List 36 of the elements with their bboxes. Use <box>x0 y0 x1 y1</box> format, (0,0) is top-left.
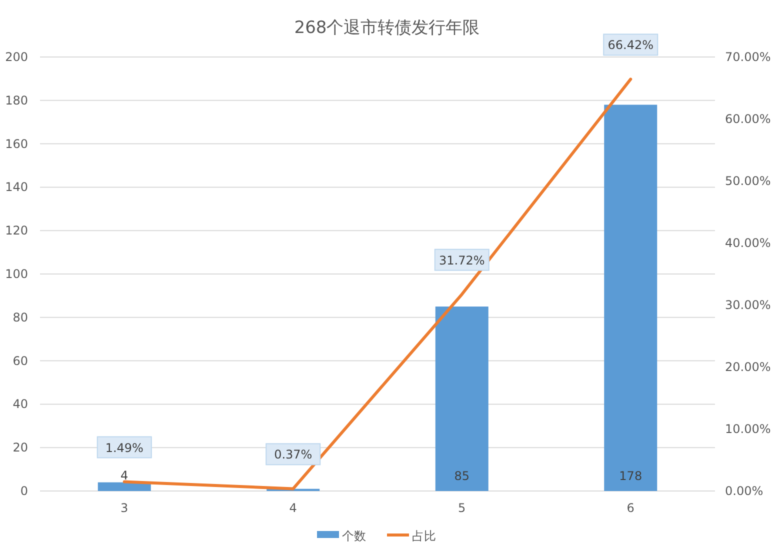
y-tick-label: 180 <box>5 93 28 108</box>
y2-tick-label: 20.00% <box>725 360 771 374</box>
y2-tick-label: 0.00% <box>725 484 764 498</box>
y-tick-label: 60 <box>12 354 28 368</box>
chart-title: 268个退市转债发行年限 <box>294 18 480 38</box>
y2-tick-label: 40.00% <box>725 236 771 250</box>
legend-label: 占比 <box>412 529 436 543</box>
y2-tick-label: 10.00% <box>725 422 771 436</box>
y-tick-label: 40 <box>12 397 28 412</box>
bar <box>604 104 658 491</box>
data-label: 85 <box>454 469 470 483</box>
data-label: 178 <box>619 469 642 483</box>
y-tick-label: 120 <box>5 224 28 238</box>
data-label: 66.42% <box>608 38 654 52</box>
x-tick-label: 5 <box>458 501 466 515</box>
legend-label: 个数 <box>342 529 366 543</box>
y2-tick-label: 50.00% <box>725 174 771 188</box>
y2-tick-label: 70.00% <box>725 50 771 64</box>
x-tick-label: 6 <box>626 501 634 515</box>
data-label: 31.72% <box>438 253 485 268</box>
y-tick-label: 200 <box>5 50 28 64</box>
x-tick-label: 3 <box>120 501 128 515</box>
y-tick-label: 80 <box>12 310 28 324</box>
data-label: 4 <box>120 468 128 482</box>
y-tick-label: 20 <box>12 440 28 455</box>
y-tick-label: 100 <box>5 267 28 281</box>
y-tick-label: 140 <box>5 180 28 194</box>
data-label: 1.49% <box>105 440 144 455</box>
data-label: 0.37% <box>274 448 312 462</box>
y2-tick-label: 60.00% <box>725 112 771 126</box>
y-tick-label: 160 <box>5 136 28 151</box>
bar <box>435 306 488 491</box>
bar <box>98 482 151 491</box>
x-tick-label: 4 <box>289 501 297 515</box>
y-tick-label: 0 <box>20 484 28 498</box>
y2-tick-label: 30.00% <box>725 298 771 312</box>
